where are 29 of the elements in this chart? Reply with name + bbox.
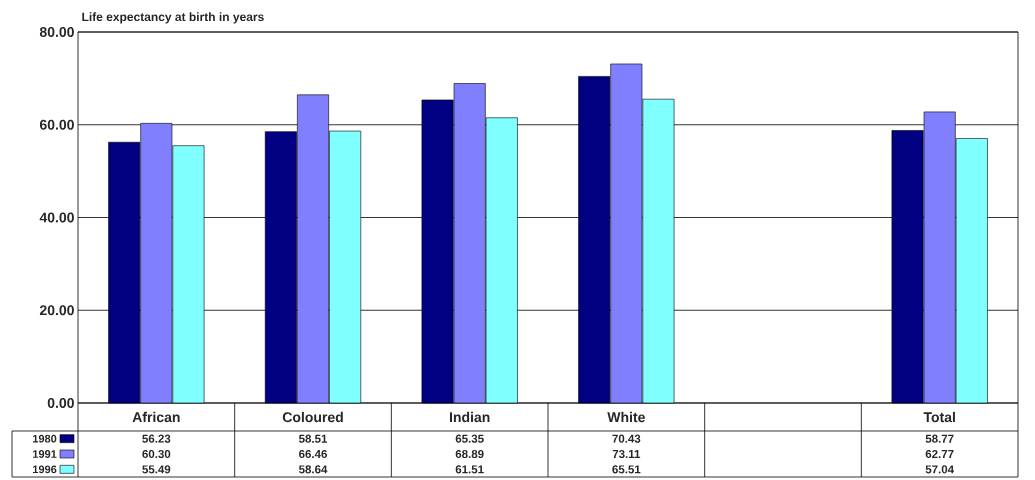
data-label: 58.64 bbox=[298, 465, 328, 474]
legend-label: 1980 bbox=[33, 434, 57, 443]
data-label: 56.23 bbox=[142, 434, 171, 443]
x-tick-label: African bbox=[132, 411, 180, 423]
y-tick-label: 0.00 bbox=[47, 398, 74, 408]
chart-title: Life expectancy at birth in years bbox=[82, 12, 264, 24]
x-tick-label: Total bbox=[923, 411, 955, 423]
data-label: 70.43 bbox=[612, 434, 641, 443]
legend-label: 1996 bbox=[33, 465, 57, 474]
data-label: 73.11 bbox=[612, 449, 641, 459]
x-tick-label: White bbox=[607, 411, 645, 423]
y-tick-label: 40.00 bbox=[39, 212, 74, 223]
data-label: 60.30 bbox=[142, 449, 171, 459]
data-label: 57.04 bbox=[925, 465, 954, 474]
y-tick-label: 80.00 bbox=[39, 27, 74, 37]
data-label: 65.51 bbox=[612, 465, 641, 474]
data-label: 66.46 bbox=[299, 449, 327, 459]
x-tick-label: Indian bbox=[450, 411, 490, 423]
y-tick-label: 20.00 bbox=[39, 305, 74, 316]
y-tick-label: 60.00 bbox=[39, 119, 74, 130]
data-label: 62.77 bbox=[925, 449, 954, 459]
legend-label: 1991 bbox=[33, 450, 57, 458]
data-label: 58.51 bbox=[298, 434, 328, 443]
data-label: 65.35 bbox=[455, 434, 484, 443]
data-label: 55.49 bbox=[142, 465, 171, 474]
data-label: 58.77 bbox=[925, 434, 954, 443]
x-tick-label: Coloured bbox=[282, 411, 343, 423]
data-label: 68.89 bbox=[455, 449, 484, 459]
data-label: 61.51 bbox=[455, 465, 484, 474]
